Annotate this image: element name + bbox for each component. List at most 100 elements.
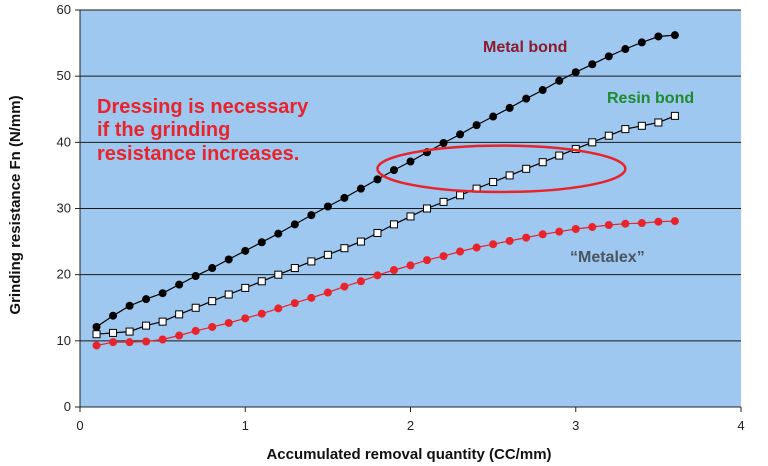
data-point xyxy=(555,227,564,236)
data-point xyxy=(257,238,266,247)
data-point xyxy=(423,256,432,265)
data-point xyxy=(423,204,432,213)
data-point xyxy=(191,303,200,312)
data-point xyxy=(604,52,613,61)
data-point xyxy=(439,197,448,206)
x-tick-label: 1 xyxy=(242,418,249,433)
series-resin-bond xyxy=(92,111,679,339)
data-point xyxy=(142,295,151,304)
data-point xyxy=(456,247,465,256)
data-point xyxy=(621,45,630,54)
data-point xyxy=(621,219,630,228)
x-tick-label: 2 xyxy=(407,418,414,433)
data-point xyxy=(340,193,349,202)
data-point xyxy=(290,264,299,273)
data-point xyxy=(257,277,266,286)
data-point xyxy=(522,164,531,173)
data-point xyxy=(670,217,679,226)
data-point xyxy=(670,31,679,40)
data-point xyxy=(92,322,101,331)
data-point xyxy=(637,38,646,47)
data-point xyxy=(555,151,564,160)
data-point xyxy=(538,158,547,167)
y-axis-label: Grinding resistance Fn (N/mm) xyxy=(7,95,24,314)
data-point xyxy=(356,184,365,193)
data-point xyxy=(109,338,118,347)
data-point xyxy=(654,118,663,127)
highlight-ellipse xyxy=(376,144,627,194)
data-point xyxy=(241,314,250,323)
data-point xyxy=(125,338,134,347)
data-point xyxy=(522,233,531,242)
data-point xyxy=(439,252,448,261)
data-point xyxy=(637,219,646,228)
data-point xyxy=(389,166,398,175)
data-point xyxy=(307,293,316,302)
data-point xyxy=(637,121,646,130)
data-point xyxy=(588,138,597,147)
x-tick-label: 3 xyxy=(572,418,579,433)
data-point xyxy=(604,131,613,140)
x-axis-ticks: 0 1 2 3 4 xyxy=(76,406,745,433)
data-point xyxy=(505,103,514,112)
data-point xyxy=(175,310,184,319)
data-point xyxy=(142,321,151,330)
data-point xyxy=(489,178,498,187)
data-point xyxy=(489,112,498,121)
data-point xyxy=(323,202,332,211)
data-point xyxy=(571,225,580,234)
y-tick-label: 60 xyxy=(57,2,71,17)
data-point xyxy=(654,32,663,41)
note-line-2: if the grinding xyxy=(97,119,230,141)
data-point xyxy=(505,236,514,245)
series-metalex xyxy=(92,217,679,350)
data-point xyxy=(406,157,415,166)
data-point xyxy=(323,250,332,259)
data-point xyxy=(274,229,283,238)
data-point xyxy=(489,240,498,249)
data-point xyxy=(175,280,184,289)
data-point xyxy=(406,212,415,221)
data-point xyxy=(439,138,448,147)
y-tick-label: 20 xyxy=(57,267,71,282)
data-point xyxy=(92,330,101,339)
data-point xyxy=(670,111,679,120)
data-point xyxy=(241,283,250,292)
data-point xyxy=(175,331,184,340)
data-point xyxy=(208,264,217,273)
data-point xyxy=(158,289,167,298)
series-layer xyxy=(92,31,679,350)
data-point xyxy=(290,299,299,308)
series-metal-bond xyxy=(92,31,679,331)
y-axis-ticks: 0 10 20 30 40 50 60 xyxy=(57,2,81,414)
data-point xyxy=(208,322,217,331)
data-point xyxy=(654,217,663,226)
data-point xyxy=(472,121,481,130)
x-axis-label: Accumulated removal quantity (CC/mm) xyxy=(266,446,551,463)
y-tick-label: 0 xyxy=(64,399,71,414)
data-point xyxy=(522,94,531,103)
y-tick-label: 30 xyxy=(57,201,71,216)
data-point xyxy=(340,244,349,253)
dressing-note: Dressing is necessary if the grinding re… xyxy=(97,96,309,165)
data-point xyxy=(389,266,398,275)
data-point xyxy=(125,301,134,310)
data-point xyxy=(307,257,316,266)
data-point xyxy=(274,304,283,313)
data-point xyxy=(323,288,332,297)
data-point xyxy=(456,191,465,200)
data-point xyxy=(538,86,547,95)
data-point xyxy=(356,277,365,286)
data-point xyxy=(373,228,382,237)
data-point xyxy=(588,223,597,232)
y-tick-label: 50 xyxy=(57,68,71,83)
data-point xyxy=(109,328,118,337)
metalex-label: “Metalex” xyxy=(570,249,645,266)
note-line-1: Dressing is necessary xyxy=(97,96,309,118)
data-point xyxy=(257,309,266,318)
data-point xyxy=(142,337,151,346)
data-point xyxy=(125,327,134,336)
data-point xyxy=(290,220,299,229)
data-point xyxy=(373,175,382,184)
